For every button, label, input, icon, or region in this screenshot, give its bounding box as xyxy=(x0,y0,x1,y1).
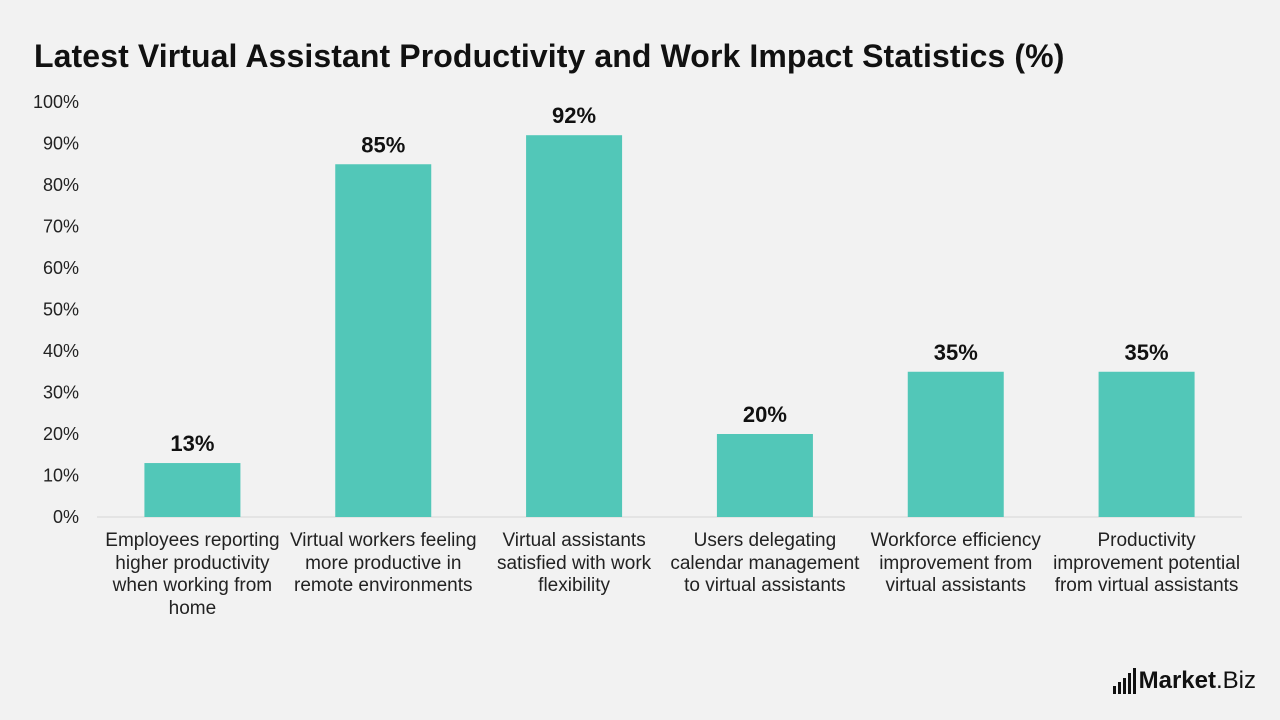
x-tick-label: Virtual assistants satisfied with work f… xyxy=(496,530,652,596)
bar xyxy=(1098,371,1195,517)
y-tick-label: 70% xyxy=(43,217,79,237)
bars-group xyxy=(144,135,1195,517)
data-label: 35% xyxy=(1125,340,1169,365)
brand-wordmark: Market.Biz xyxy=(1139,668,1256,694)
brand-bold: Market xyxy=(1138,667,1216,694)
x-tick-label: Workforce efficiency improvement from vi… xyxy=(870,530,1041,596)
y-tick-label: 0% xyxy=(53,507,79,527)
data-label: 20% xyxy=(743,402,787,427)
signal-bars-icon xyxy=(1112,668,1138,694)
y-tick-label: 80% xyxy=(43,175,79,195)
data-label: 13% xyxy=(170,431,214,456)
y-tick-label: 100% xyxy=(33,92,79,112)
y-tick-label: 20% xyxy=(43,424,79,444)
x-tick-label: Virtual workers feeling more productive … xyxy=(289,530,477,596)
x-tick-label: Productivity improvement potential from … xyxy=(1053,530,1241,596)
brand-logo: Market.Biz xyxy=(1112,668,1256,694)
bar xyxy=(335,164,432,517)
data-label: 85% xyxy=(361,132,405,157)
y-tick-label: 30% xyxy=(43,383,79,403)
y-tick-label: 40% xyxy=(43,341,79,361)
data-label: 35% xyxy=(934,340,978,365)
brand-thin: .Biz xyxy=(1215,667,1256,694)
y-tick-label: 90% xyxy=(43,134,79,154)
data-label: 92% xyxy=(552,103,596,128)
x-tick-label: Users delegating calendar management to … xyxy=(670,530,860,596)
y-tick-label: 10% xyxy=(43,466,79,486)
bar xyxy=(716,434,813,517)
x-tick-label: Employees reporting higher productivity … xyxy=(105,530,280,619)
data-labels-group: 13% 85% 92% 20% 35% 35% xyxy=(170,103,1168,456)
bar xyxy=(907,371,1004,517)
y-axis-ticks: 0% 10% 20% 30% 40% 50% 60% 70% 80% 90% 100% xyxy=(33,92,79,527)
bar xyxy=(144,463,241,517)
y-tick-label: 50% xyxy=(43,300,79,320)
y-tick-label: 60% xyxy=(43,258,79,278)
bar xyxy=(526,135,623,517)
chart-title: Latest Virtual Assistant Productivity an… xyxy=(34,38,1065,74)
